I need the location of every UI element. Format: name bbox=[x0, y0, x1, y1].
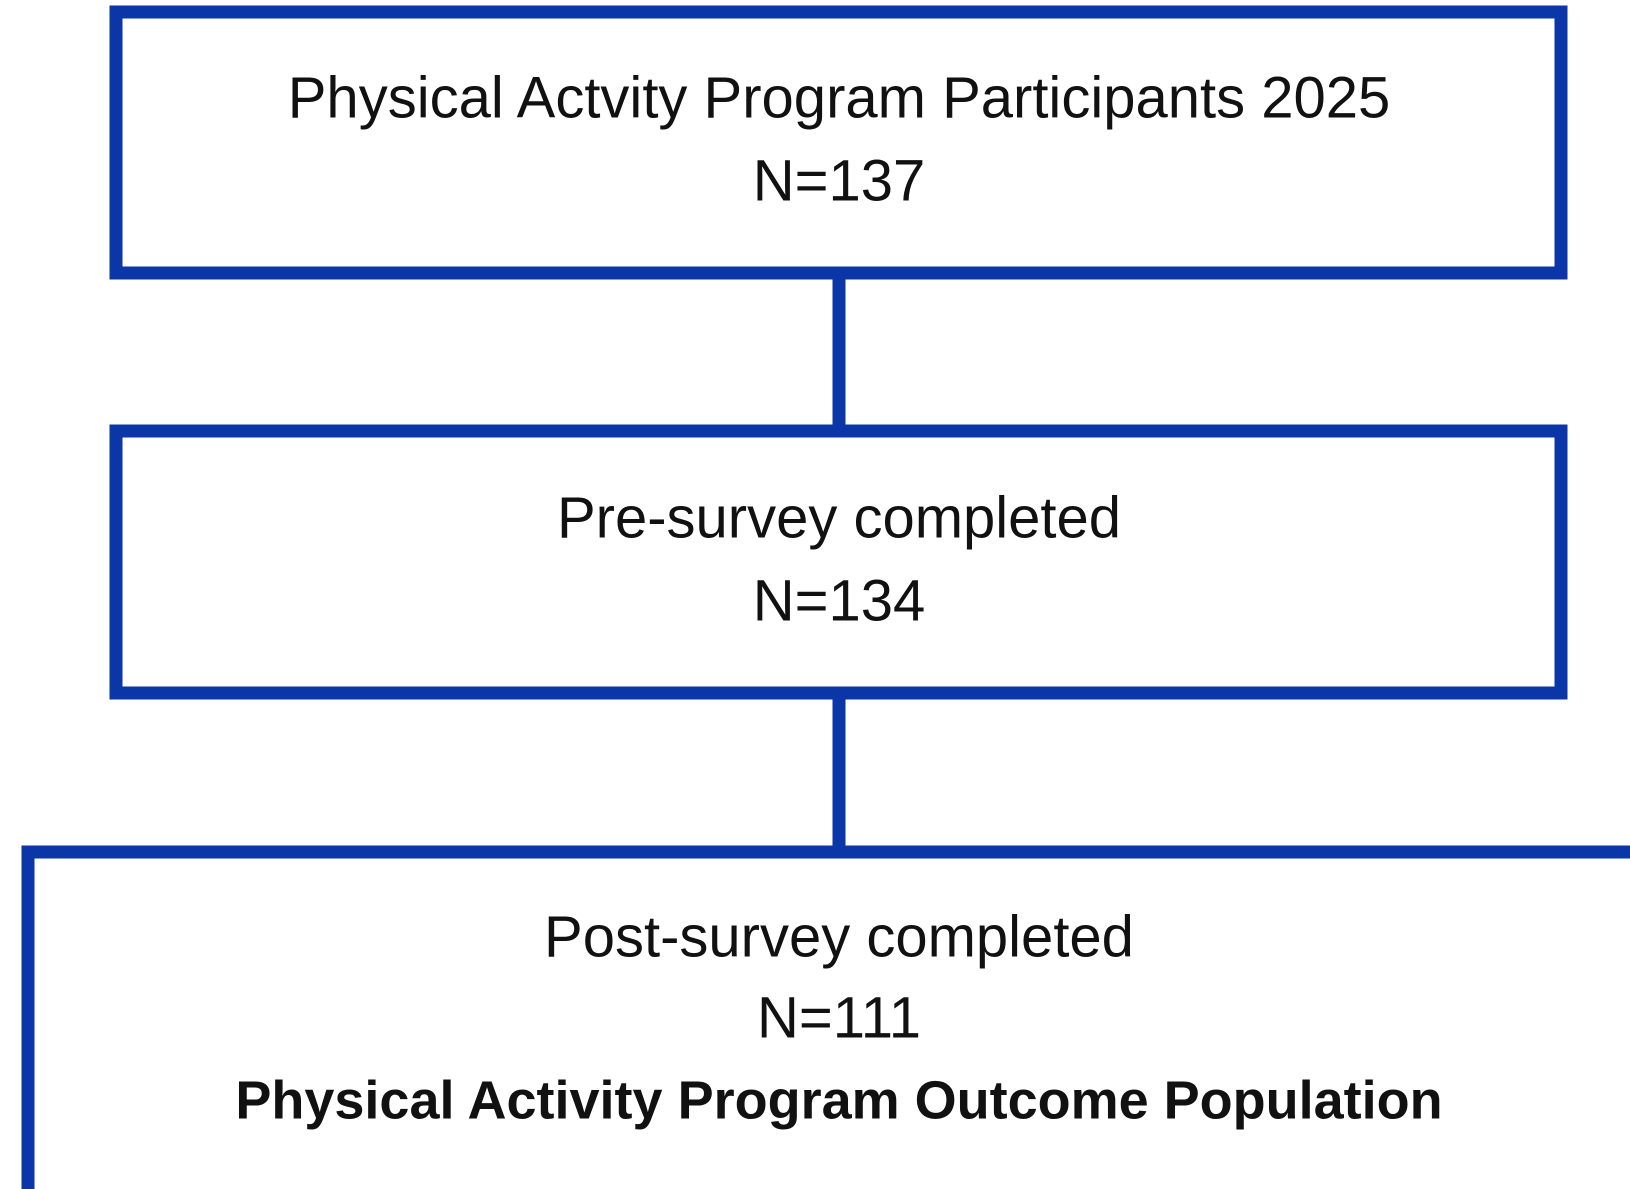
node-label: Physical Actvity Program Participants 20… bbox=[288, 65, 1390, 130]
node-note: Physical Activity Program Outcome Popula… bbox=[235, 1070, 1442, 1130]
node-count: N=111 bbox=[757, 985, 921, 1050]
node-box bbox=[21, 845, 1630, 1189]
node-box bbox=[109, 424, 1568, 700]
node-label: Post-survey completed bbox=[544, 904, 1134, 969]
node-label: Pre-survey completed bbox=[557, 485, 1121, 550]
node-box bbox=[109, 5, 1568, 280]
node-count: N=134 bbox=[753, 568, 926, 633]
node-count: N=137 bbox=[753, 148, 926, 213]
